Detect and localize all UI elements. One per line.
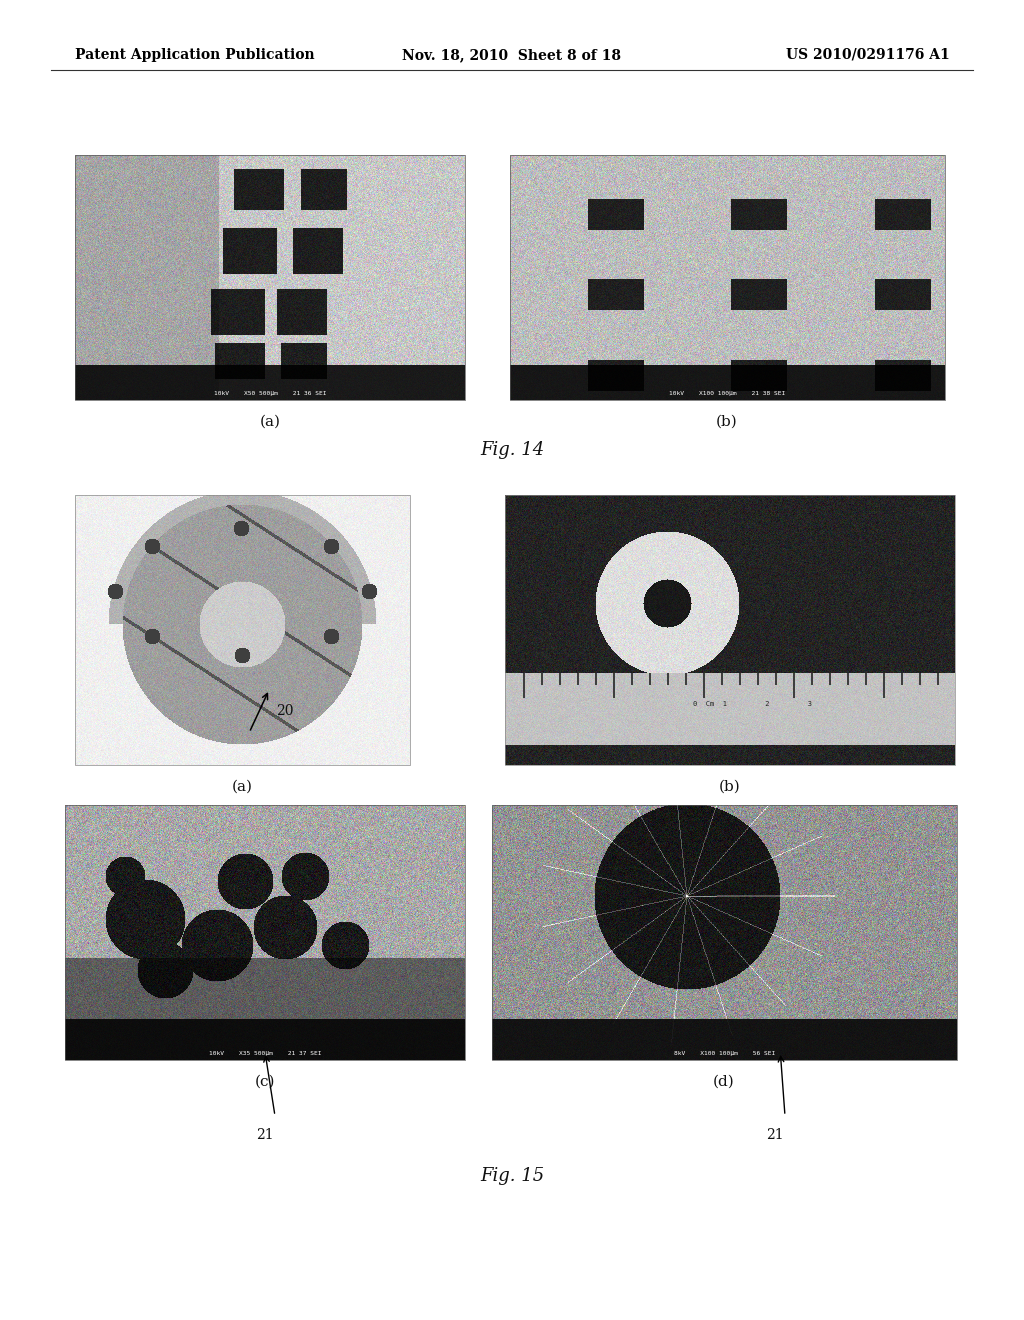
Bar <box>75 154 465 400</box>
Text: (a): (a) <box>231 780 253 795</box>
Text: Nov. 18, 2010  Sheet 8 of 18: Nov. 18, 2010 Sheet 8 of 18 <box>402 48 622 62</box>
Bar <box>65 805 465 1060</box>
Text: Fig. 14: Fig. 14 <box>480 441 544 459</box>
Text: Fig. 15: Fig. 15 <box>480 1167 544 1185</box>
Bar <box>505 495 955 766</box>
Bar <box>510 154 945 400</box>
Text: 21: 21 <box>256 1129 273 1142</box>
Text: US 2010/0291176 A1: US 2010/0291176 A1 <box>786 48 950 62</box>
Text: (b): (b) <box>716 414 738 429</box>
Text: 10kV    X50 500μm    21 36 SEI: 10kV X50 500μm 21 36 SEI <box>214 391 327 396</box>
Text: (d): (d) <box>713 1074 735 1089</box>
Text: (a): (a) <box>259 414 281 429</box>
Text: 8kV    X100 100μm    56 SEI: 8kV X100 100μm 56 SEI <box>674 1051 775 1056</box>
Text: 10kV    X100 100μm    21 38 SEI: 10kV X100 100μm 21 38 SEI <box>670 391 785 396</box>
Text: 10kV    X35 500μm    21 37 SEI: 10kV X35 500μm 21 37 SEI <box>209 1051 322 1056</box>
Text: (c): (c) <box>255 1074 275 1089</box>
Text: 21: 21 <box>766 1129 783 1142</box>
Bar <box>492 805 957 1060</box>
Text: (b): (b) <box>719 780 741 795</box>
Text: Patent Application Publication: Patent Application Publication <box>75 48 314 62</box>
Text: 0  Cm  1         2         3: 0 Cm 1 2 3 <box>693 701 812 708</box>
Text: 20: 20 <box>276 704 294 718</box>
Bar <box>75 495 410 766</box>
